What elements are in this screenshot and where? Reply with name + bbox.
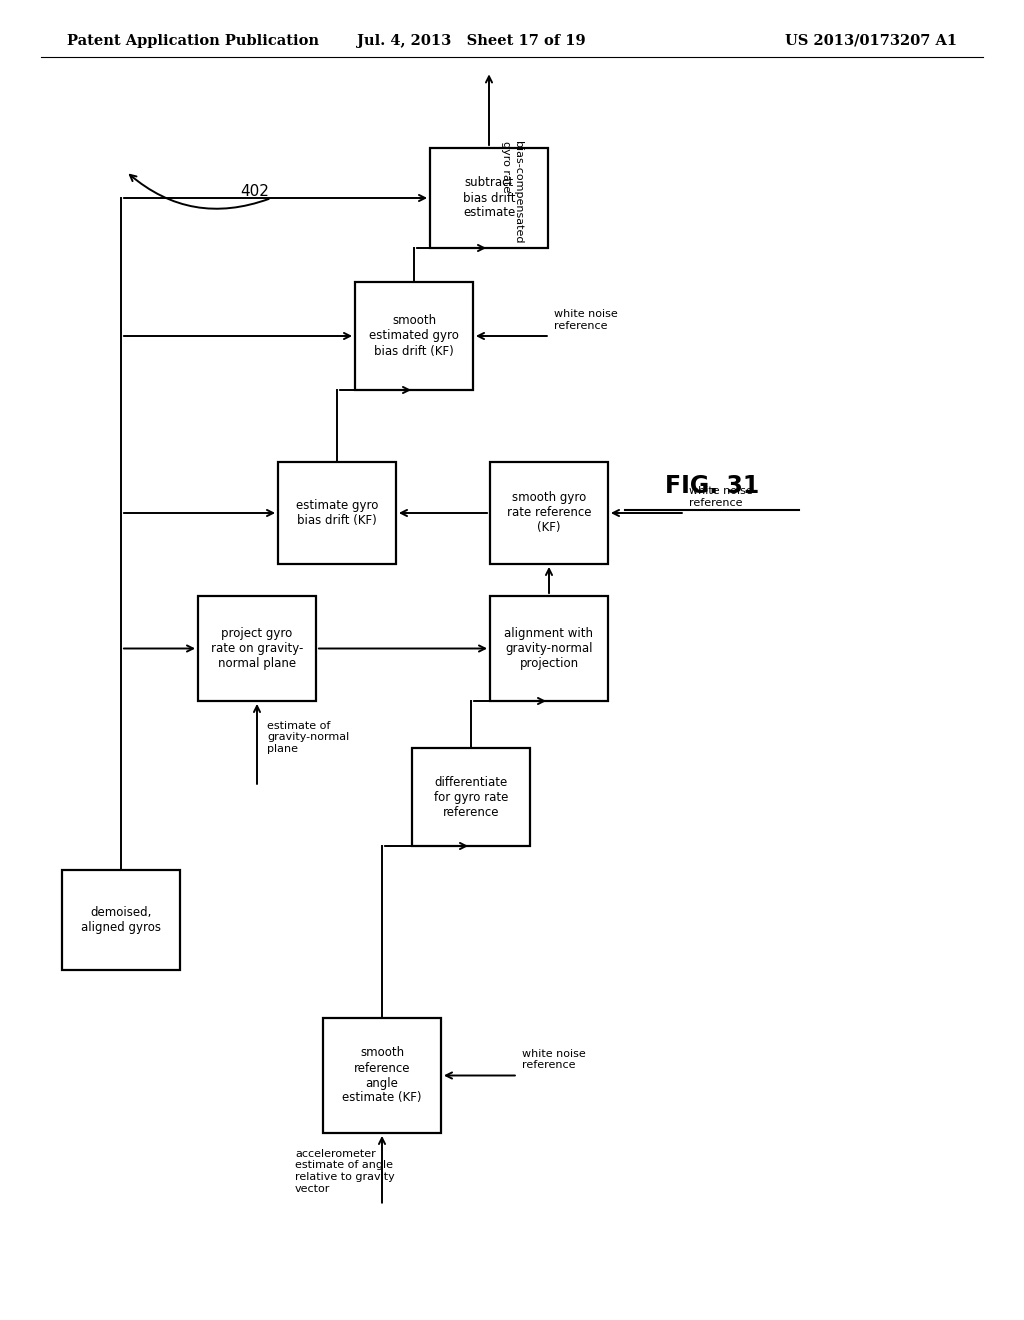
Text: white noise
reference: white noise reference <box>522 1048 586 1071</box>
Text: white noise
reference: white noise reference <box>554 309 617 331</box>
Text: white noise
reference: white noise reference <box>689 486 753 508</box>
Text: alignment with
gravity-normal
projection: alignment with gravity-normal projection <box>505 627 594 671</box>
Text: accelerometer
estimate of angle
relative to gravity
vector: accelerometer estimate of angle relative… <box>295 1148 394 1193</box>
Text: subtract
bias drift
estimate: subtract bias drift estimate <box>463 177 515 219</box>
FancyBboxPatch shape <box>323 1018 441 1133</box>
Text: FIG. 31: FIG. 31 <box>665 474 759 498</box>
Text: Jul. 4, 2013   Sheet 17 of 19: Jul. 4, 2013 Sheet 17 of 19 <box>356 34 586 48</box>
Text: demoised,
aligned gyros: demoised, aligned gyros <box>81 906 161 935</box>
FancyBboxPatch shape <box>490 597 608 701</box>
FancyBboxPatch shape <box>278 462 396 564</box>
FancyBboxPatch shape <box>430 148 548 248</box>
Text: estimate of
gravity-normal
plane: estimate of gravity-normal plane <box>267 721 349 754</box>
Text: US 2013/0173207 A1: US 2013/0173207 A1 <box>785 34 957 48</box>
Text: estimate gyro
bias drift (KF): estimate gyro bias drift (KF) <box>296 499 378 527</box>
Text: Patent Application Publication: Patent Application Publication <box>67 34 318 48</box>
FancyBboxPatch shape <box>412 748 530 846</box>
Text: 402: 402 <box>241 183 269 199</box>
Text: project gyro
rate on gravity-
normal plane: project gyro rate on gravity- normal pla… <box>211 627 303 671</box>
FancyBboxPatch shape <box>198 597 316 701</box>
FancyBboxPatch shape <box>490 462 608 564</box>
Text: bias-compensated
gyro rate: bias-compensated gyro rate <box>502 141 523 244</box>
Text: smooth gyro
rate reference
(KF): smooth gyro rate reference (KF) <box>507 491 591 535</box>
Text: smooth
reference
angle
estimate (KF): smooth reference angle estimate (KF) <box>342 1047 422 1105</box>
FancyBboxPatch shape <box>62 870 180 970</box>
Text: smooth
estimated gyro
bias drift (KF): smooth estimated gyro bias drift (KF) <box>369 314 459 358</box>
Text: differentiate
for gyro rate
reference: differentiate for gyro rate reference <box>434 776 508 818</box>
FancyBboxPatch shape <box>355 282 473 389</box>
